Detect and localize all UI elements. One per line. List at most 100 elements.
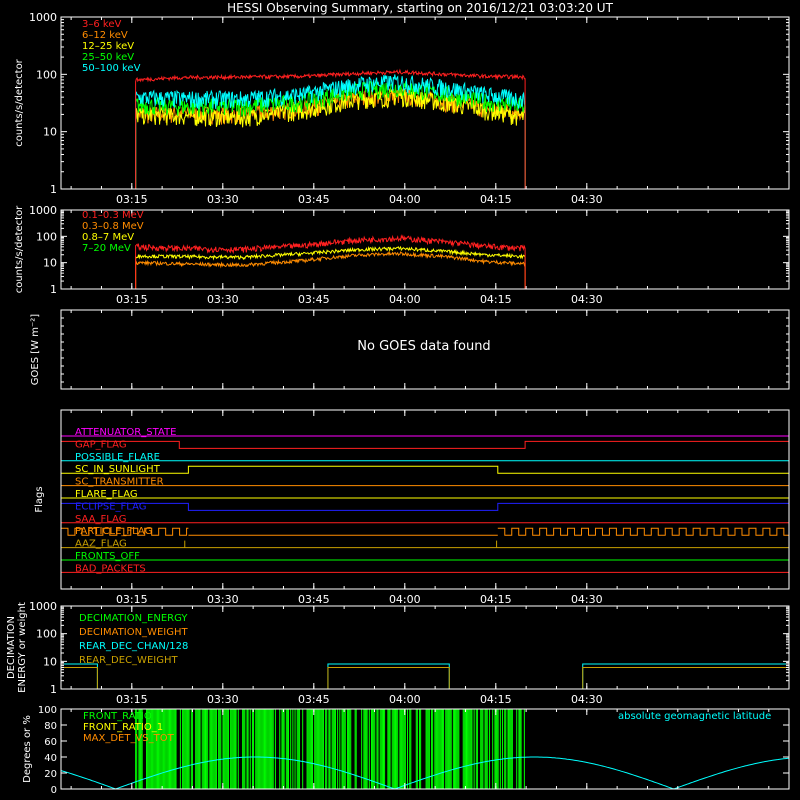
y-axis-label: GOES [W m⁻²] [30,314,41,385]
flag-label: AAZ_FLAG [75,539,127,550]
legend-entry: REAR_DEC_WEIGHT [79,655,178,666]
y-tick-label: 60 [44,737,57,748]
panel-frame [60,16,790,190]
figure-title: HESSI Observing Summary, starting on 201… [227,1,613,15]
flag-line [61,440,789,449]
series-line [61,81,789,190]
panel-goes: GOES [W m⁻²] No GOES data found [30,309,790,390]
legend-entry: 6–12 keV [82,30,128,41]
y-tick-label: 1000 [29,11,57,24]
time-tick-label: 03:30 [207,593,239,606]
time-tick-label: 03:15 [116,693,148,706]
series-line [61,250,789,290]
legend-entry: REAR_DEC_CHAN/128 [79,641,188,652]
time-tick-label: 04:00 [389,293,421,306]
y-tick-label: 1000 [29,600,57,613]
time-tick-label: 04:15 [480,193,512,206]
time-tick-label: 04:15 [480,593,512,606]
time-tick-label: 04:30 [571,693,603,706]
flag-label: SC_TRANSMITTER [75,477,164,488]
time-tick-label: 04:15 [480,293,512,306]
y-tick-label: 10 [43,655,57,668]
flag-line [61,502,789,511]
y-axis-label: Flags [34,486,45,512]
y-tick-label: 100 [38,705,57,716]
series-line [61,74,789,190]
y-tick-label: 1 [50,683,57,696]
series-line [61,234,789,290]
time-tick-label: 03:45 [298,693,330,706]
flag-label: ATTENUATOR_STATE [75,427,176,438]
panel-frame [60,409,790,590]
y-axis-label: ENERGY or weight [17,602,28,693]
legend-entry: 7–20 MeV [82,243,131,254]
y-tick-label: 10 [43,126,57,139]
panel-flags: ATTENUATOR_STATEGAP_FLAGPOSSIBLE_FLARESC… [34,409,790,606]
y-tick-label: 40 [44,753,57,764]
flag-label: SC_IN_SUNLIGHT [75,464,161,475]
latitude-label: absolute geomagnetic latitude [618,711,771,722]
flag-label: PARTICLE_FLAG [75,526,152,537]
panel-ratio: 0 20 40 60 80 100 Degrees or % FRONT_RATIOFRONT… [22,705,790,796]
flag-line [61,527,189,536]
panel-frame [60,708,790,790]
y-axis-label: DECIMATION [6,616,17,679]
panel-decimation: 03:15 03:30 03:45 04:00 04:15 04:30 1 10 100 1000… [6,600,790,706]
series-line [61,245,789,290]
legend-entry: DECIMATION_WEIGHT [79,627,188,638]
time-tick-label: 04:30 [571,293,603,306]
time-tick-label: 03:45 [298,293,330,306]
flag-label: SAA_FLAG [75,514,126,525]
time-tick-label: 03:15 [116,193,148,206]
time-tick-label: 03:30 [207,693,239,706]
y-tick-label: 20 [44,769,57,780]
time-tick-label: 03:45 [298,193,330,206]
y-axis-label: counts/s/detector [14,205,25,293]
y-axis-label: counts/s/detector [14,58,25,146]
latitude-curve [60,756,790,790]
legend-entry: 3–6 keV [82,19,121,30]
time-tick-label: 03:30 [207,193,239,206]
legend-entry: MAX_DET_VS_TOT [83,733,175,744]
time-tick-label: 04:30 [571,193,603,206]
panel-frame [60,209,790,290]
y-tick-label: 80 [44,721,57,732]
time-tick-label: 04:00 [389,693,421,706]
legend-entry: 0.8–7 MeV [82,232,134,243]
flag-label: BAD_PACKETS [75,563,146,574]
series-line [61,666,789,690]
time-tick-label: 03:45 [298,593,330,606]
legend-entry: FRONT_RATIO_1 [83,722,163,733]
y-tick-label: 100 [36,230,57,243]
y-tick-label: 100 [36,628,57,641]
time-tick-label: 03:30 [207,293,239,306]
legend-entry: 0.1–0.3 MeV [82,210,144,221]
y-axis-label: Degrees or % [22,715,33,783]
legend-entry: 12–25 keV [82,41,134,52]
flag-label: GAP_FLAG [75,439,127,450]
no-data-message: No GOES data found [357,339,490,354]
y-tick-label: 1 [50,283,57,296]
y-tick-label: 0 [51,785,57,796]
flag-label: FRONTS_OFF [75,551,140,562]
legend-entry: FRONT_RATIO [83,711,152,722]
y-tick-label: 1000 [29,204,57,217]
flag-line [497,527,789,536]
legend-entry: 25–50 keV [82,52,134,63]
time-tick-label: 04:15 [480,693,512,706]
panel-hxr: 03:15 03:30 03:45 04:00 04:15 04:30 1 10 100 1000… [14,11,790,206]
flag-line [61,465,789,474]
panel-gamma: 03:15 03:30 03:45 04:00 04:15 04:30 1 10 100 1000… [14,204,790,306]
series-line [61,68,789,190]
flag-label: POSSIBLE_FLARE [75,452,160,463]
y-tick-label: 10 [43,257,57,270]
legend-entry: 50–100 keV [82,63,141,74]
y-tick-label: 1 [50,183,57,196]
legend-entry: DECIMATION_ENERGY [79,613,188,624]
time-tick-label: 04:00 [389,593,421,606]
y-tick-label: 100 [36,68,57,81]
panel-frame [60,605,790,690]
time-tick-label: 03:15 [116,293,148,306]
flag-label: ECLIPSE_FLAG [75,501,146,512]
